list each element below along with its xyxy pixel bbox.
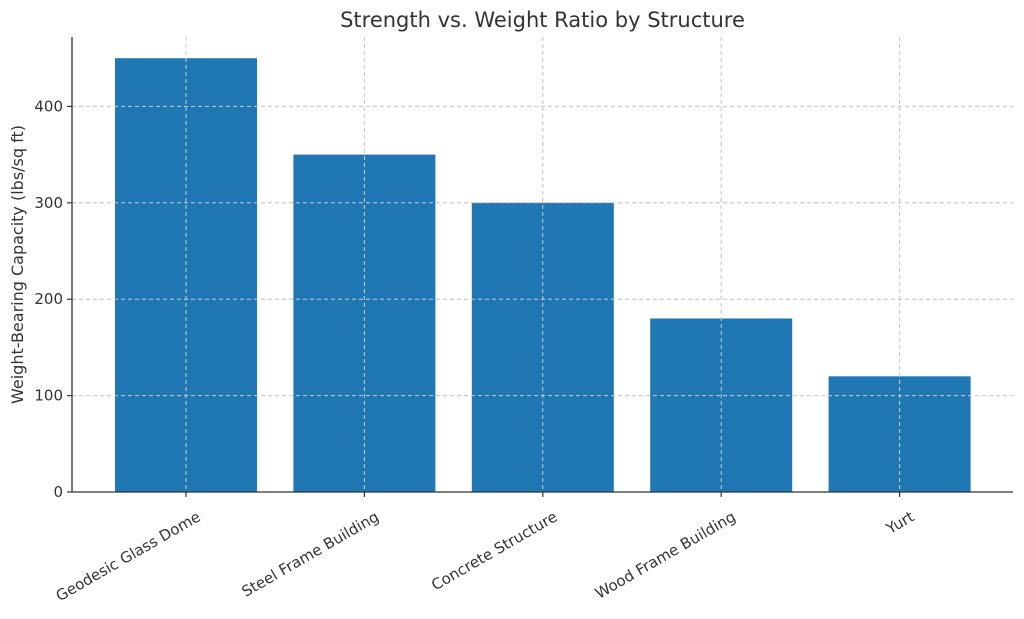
bars <box>72 37 1013 492</box>
chart-title: Strength vs. Weight Ratio by Structure <box>340 8 745 32</box>
y-tick-label: 100 <box>34 387 63 405</box>
x-tick-label: Wood Frame Building <box>592 508 739 603</box>
y-tick-label: 0 <box>53 483 63 501</box>
x-tick-label: Steel Frame Building <box>239 508 382 601</box>
y-axis-label: Weight-Bearing Capacity (lbs/sq ft) <box>8 125 27 404</box>
x-ticks: Geodesic Glass Dome Steel Frame Building C… <box>53 492 917 605</box>
x-tick-label: Concrete Structure <box>428 508 560 595</box>
x-tick-label: Geodesic Glass Dome <box>53 508 204 605</box>
y-tick-label: 300 <box>34 194 63 212</box>
y-tick-label: 400 <box>34 97 63 115</box>
x-tick-label: Yurt <box>882 508 917 539</box>
y-tick-label: 200 <box>34 290 63 308</box>
y-ticks: 0 100 200 300 400 <box>34 97 72 501</box>
